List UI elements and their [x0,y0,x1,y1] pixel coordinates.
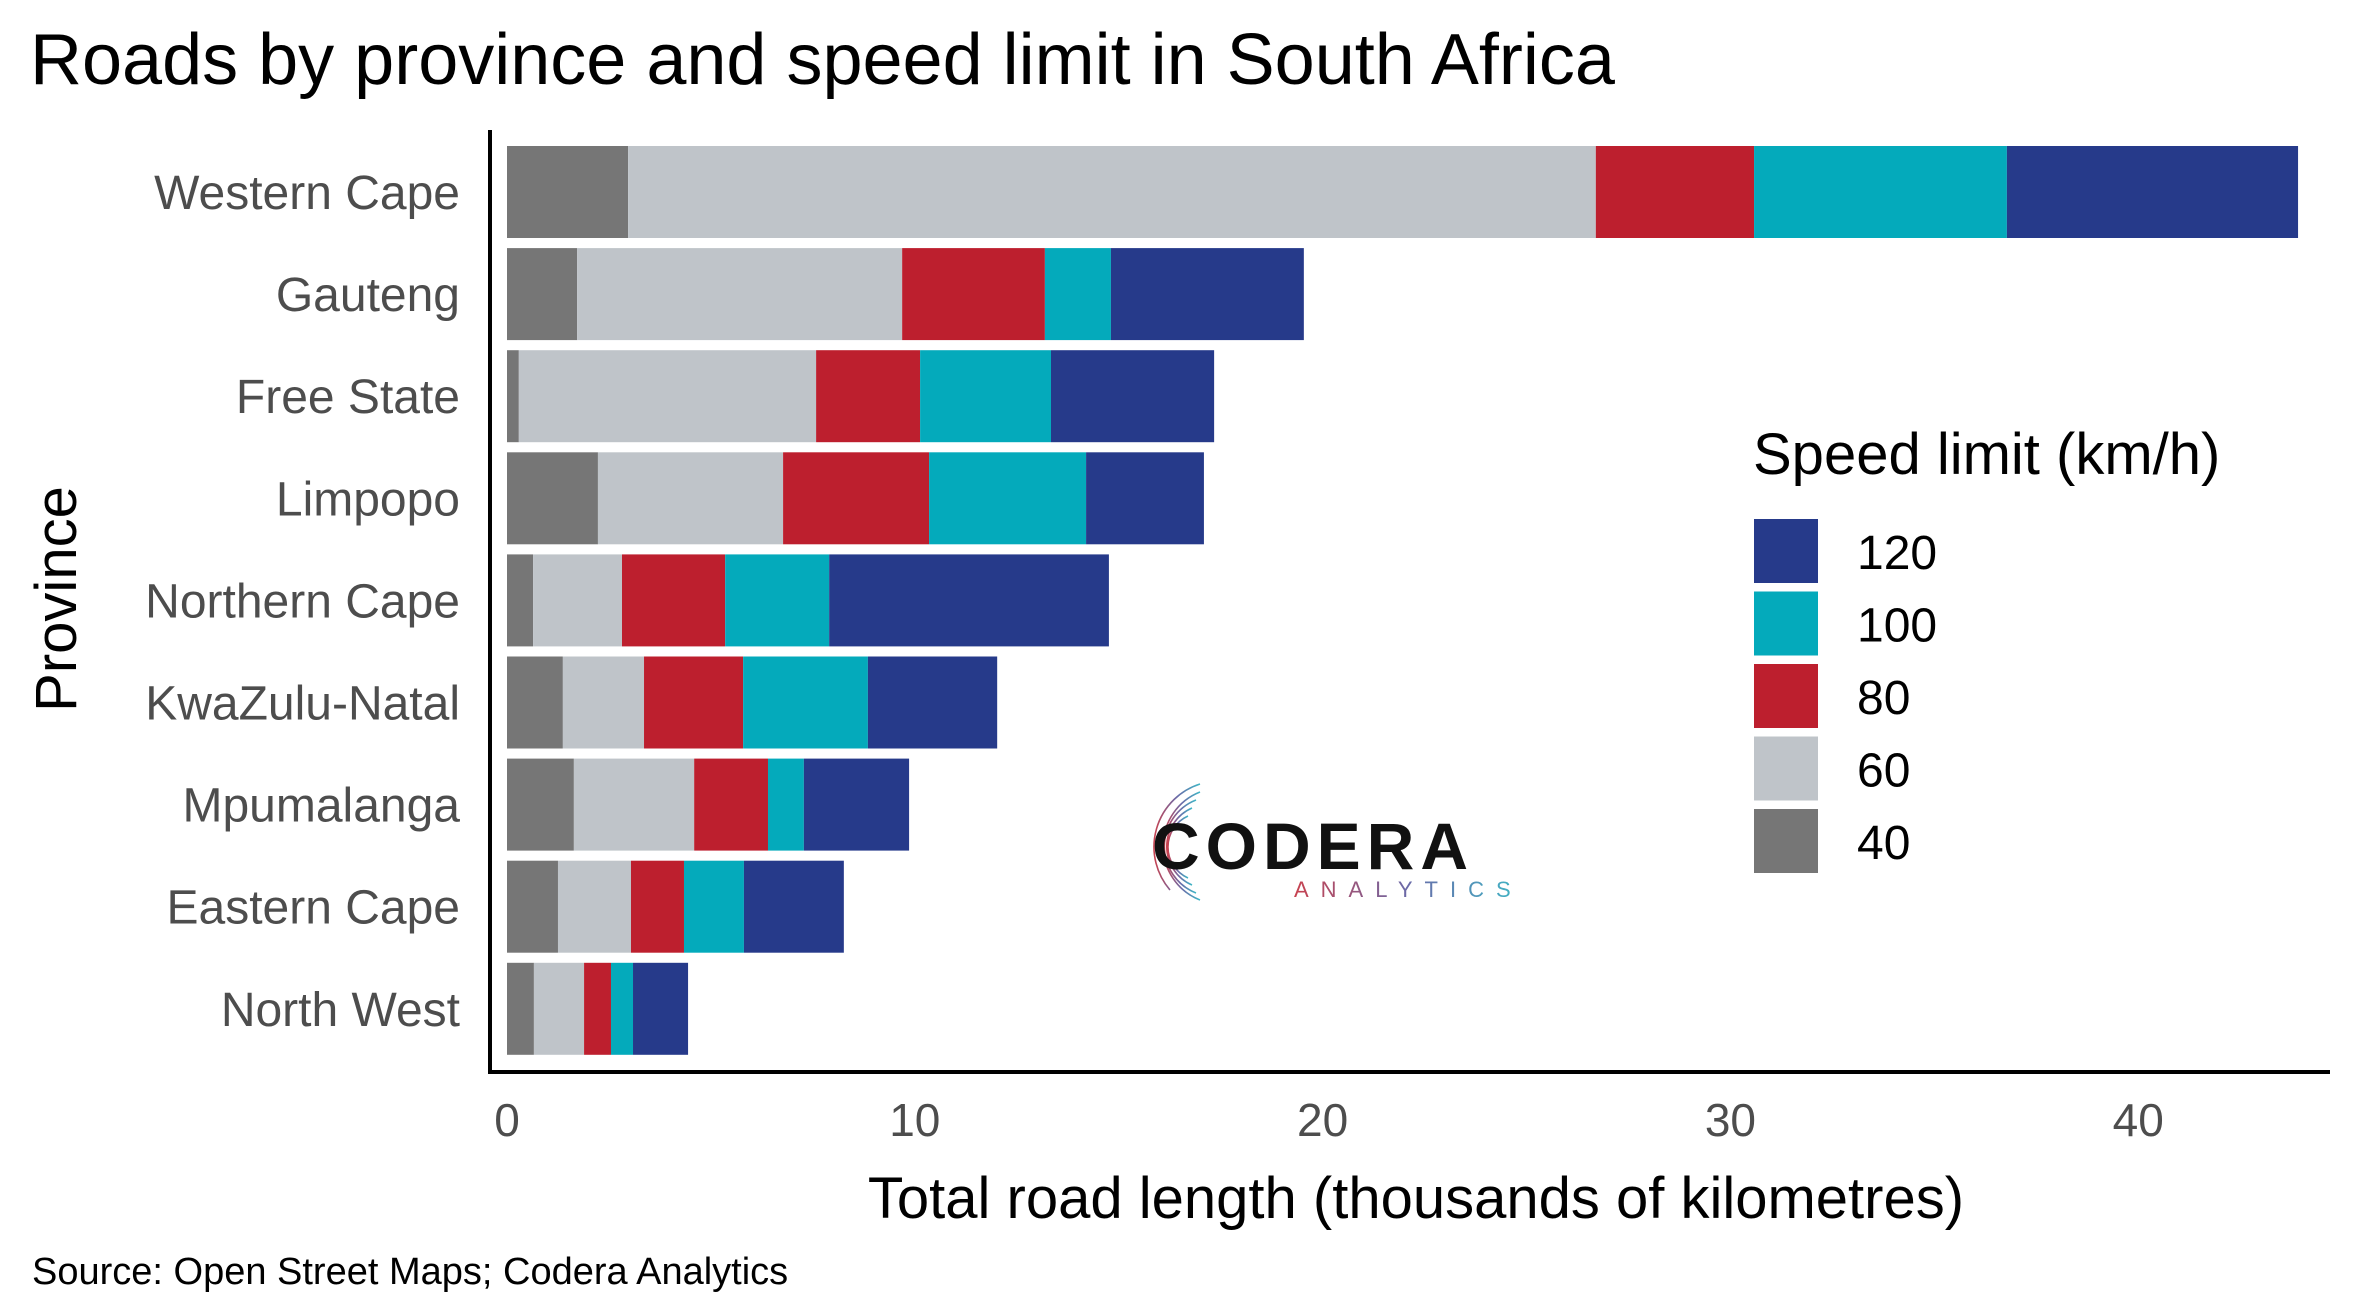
bar-segment-kwazulu-natal-60 [562,656,645,749]
bar-segment-western-cape-80 [1595,146,1755,238]
bar-segment-north-west-60 [533,962,585,1055]
category-label: KwaZulu-Natal [145,678,460,731]
x-axis-title: Total road length (thousands of kilometr… [868,1166,1964,1231]
codera-logo: CODERA ANALYTICS [1152,783,1523,902]
logo-subtitle: ANALYTICS [1294,877,1523,902]
category-label: Free State [236,371,460,424]
category-label: North West [221,984,460,1037]
bar-segment-eastern-cape-60 [557,860,631,953]
x-tick-labels: 0 10 20 30 40 [494,1094,2164,1146]
bar-segment-eastern-cape-80 [630,860,684,953]
bar-segment-north-west-120 [633,962,689,1055]
bar-segment-kwazulu-natal-100 [743,656,868,749]
bar-segment-kwazulu-natal-120 [867,656,998,749]
bar-segment-eastern-cape-100 [683,860,744,953]
bar-segment-gauteng-100 [1044,248,1111,341]
bar-segment-northern-cape-80 [621,554,726,647]
bar-segment-gauteng-40 [507,248,578,341]
bar-segment-mpumalanga-120 [803,758,910,851]
legend-label-40: 40 [1857,817,1910,870]
bar-segment-northern-cape-120 [829,554,1109,647]
bar-segment-free-state-60 [518,350,817,443]
category-label: Western Cape [154,167,460,220]
bar-segment-limpopo-60 [597,452,784,545]
logo-wordmark: CODERA [1152,809,1474,883]
bar-segment-free-state-80 [816,350,921,443]
bars-group [507,146,2299,1055]
bar-segment-limpopo-40 [507,452,598,545]
bar-segment-limpopo-100 [929,452,1087,545]
bar-segment-mpumalanga-60 [573,758,695,851]
x-tick-label: 30 [1705,1094,1756,1146]
bar-segment-limpopo-120 [1086,452,1204,545]
legend-swatch-40 [1754,809,1818,873]
bar-segment-gauteng-80 [902,248,1045,341]
bar-segment-mpumalanga-40 [507,758,574,851]
chart-title: Roads by province and speed limit in Sou… [30,20,1616,100]
bar-segment-eastern-cape-40 [507,860,558,953]
bar-segment-northern-cape-60 [533,554,622,647]
legend-swatch-80 [1754,664,1818,728]
legend-title: Speed limit (km/h) [1753,422,2220,487]
y-axis-title: Province [24,486,89,712]
category-label: Eastern Cape [166,882,460,935]
bar-segment-free-state-40 [507,350,519,443]
legend-swatch-60 [1754,736,1818,801]
bar-segment-gauteng-60 [577,248,903,341]
bar-segment-kwazulu-natal-80 [644,656,744,749]
bar-segment-eastern-cape-120 [743,860,844,953]
bar-segment-western-cape-120 [2006,146,2299,238]
circuit-arc-icon [1153,783,1215,901]
bar-segment-north-west-100 [610,962,634,1055]
bar-segment-limpopo-80 [783,452,930,545]
legend-swatch-120 [1754,519,1818,583]
category-labels: Western Cape Gauteng Free State Limpopo Nort… [145,167,460,1037]
bar-segment-western-cape-40 [507,146,629,238]
x-tick-label: 20 [1297,1094,1348,1146]
bar-segment-free-state-120 [1051,350,1215,443]
source-caption: Source: Open Street Maps; Codera Analyti… [32,1251,788,1293]
legend: 120 100 80 60 40 [1754,519,1937,873]
bar-segment-northern-cape-100 [725,554,830,647]
legend-swatch-100 [1754,591,1818,656]
category-label: Gauteng [276,269,460,322]
bar-segment-north-west-40 [507,962,534,1055]
category-label: Mpumalanga [183,780,461,833]
legend-label-80: 80 [1857,672,1910,725]
legend-label-60: 60 [1857,745,1910,798]
x-tick-label: 40 [2113,1094,2164,1146]
bar-segment-western-cape-100 [1754,146,2007,238]
bar-segment-mpumalanga-100 [767,758,804,851]
bar-segment-northern-cape-40 [507,554,534,647]
bar-segment-free-state-100 [920,350,1052,443]
bar-segment-north-west-80 [584,962,611,1055]
category-label: Limpopo [276,473,460,526]
bar-segment-western-cape-60 [628,146,1596,238]
legend-label-120: 120 [1857,527,1937,580]
legend-label-100: 100 [1857,600,1937,653]
bar-segment-gauteng-120 [1110,248,1304,341]
bar-segment-mpumalanga-80 [694,758,768,851]
x-tick-label: 0 [494,1094,520,1146]
bar-segment-kwazulu-natal-40 [507,656,563,749]
category-label: Northern Cape [145,575,460,628]
x-tick-label: 10 [889,1094,940,1146]
